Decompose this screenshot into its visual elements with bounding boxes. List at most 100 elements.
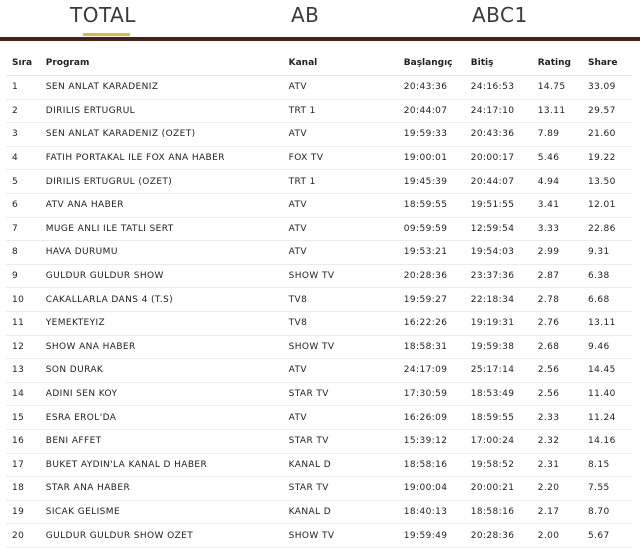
cell-share: 7.55: [587, 476, 632, 501]
cell-share: 14.45: [587, 358, 632, 383]
header-kanal: Kanal: [288, 51, 404, 76]
tab-total[interactable]: TOTAL: [70, 3, 136, 27]
cell-start-time: 15:39:12: [403, 429, 471, 454]
cell-share: 29.57: [587, 99, 632, 124]
table-row: 14 ADINI SEN KOY STAR TV 17:30:59 18:53:49 2.…: [6, 382, 632, 407]
cell-start-time: 19:59:49: [403, 523, 471, 548]
cell-rating: 3.41: [537, 193, 588, 218]
cell-channel: ATV: [288, 240, 404, 265]
active-tab-indicator: [83, 33, 130, 36]
cell-channel: SHOW TV: [288, 523, 404, 548]
table-header-row: Sıra Program Kanal Başlangıç Bitiş Ratin…: [6, 51, 632, 76]
cell-rank: 12: [6, 335, 46, 360]
cell-program: ATV ANA HABER: [45, 193, 289, 218]
table-row: 3 SEN ANLAT KARADENIZ (OZET) ATV 19:59:33 20…: [6, 122, 632, 147]
cell-start-time: 20:44:07: [403, 99, 471, 124]
cell-channel: ATV: [288, 217, 404, 242]
cell-share: 13.11: [587, 311, 632, 336]
cell-program: SON DURAK: [45, 358, 289, 383]
cell-start-time: 19:45:39: [403, 169, 471, 194]
cell-rating: 2.56: [537, 382, 588, 407]
cell-start-time: 18:40:13: [403, 500, 471, 525]
cell-start-time: 16:22:26: [403, 311, 471, 336]
table-row: 8 HAVA DURUMU ATV 19:53:21 19:54:03 2.99 9.31: [6, 240, 632, 265]
table-row: 19 SICAK GELISME KANAL D 18:40:13 18:58:16 2.…: [6, 500, 632, 525]
cell-channel: STAR TV: [288, 476, 404, 501]
cell-program: GULDUR GULDUR SHOW OZET: [45, 523, 289, 548]
table-row: 13 SON DURAK ATV 24:17:09 25:17:14 2.56 14.45: [6, 358, 632, 383]
cell-channel: ATV: [288, 358, 404, 383]
cell-rating: 14.75: [537, 75, 588, 100]
cell-share: 14.16: [587, 429, 632, 454]
header-rating: Rating: [537, 51, 588, 76]
table-row: 12 SHOW ANA HABER SHOW TV 18:58:31 19:59:38 2…: [6, 335, 632, 360]
table-row: 20 GULDUR GULDUR SHOW OZET SHOW TV 19:59:49…: [6, 523, 632, 548]
cell-rating: 2.31: [537, 453, 588, 478]
table-row: 11 YEMEKTEYIZ TV8 16:22:26 19:19:31 2.76 13.11: [6, 311, 632, 336]
cell-rating: 3.33: [537, 217, 588, 242]
cell-share: 21.60: [587, 122, 632, 147]
cell-start-time: 24:17:09: [403, 358, 471, 383]
table-row: 10 CAKALLARLA DANS 4 (T.S) TV8 19:59:27 22:1…: [6, 287, 632, 312]
table-row: 9 GULDUR GULDUR SHOW SHOW TV 20:28:36 23:37:…: [6, 264, 632, 289]
cell-end-time: 23:37:36: [470, 264, 538, 289]
cell-end-time: 18:59:55: [470, 405, 538, 430]
cell-channel: TV8: [288, 311, 404, 336]
cell-share: 5.67: [587, 523, 632, 548]
cell-rank: 20: [6, 523, 46, 548]
cell-channel: TV8: [288, 287, 404, 312]
cell-rank: 18: [6, 476, 46, 501]
cell-share: 6.38: [587, 264, 632, 289]
cell-share: 8.15: [587, 453, 632, 478]
cell-end-time: 20:00:21: [470, 476, 538, 501]
cell-rating: 2.76: [537, 311, 588, 336]
cell-program: HAVA DURUMU: [45, 240, 289, 265]
cell-start-time: 19:59:27: [403, 287, 471, 312]
cell-rating: 2.00: [537, 523, 588, 548]
cell-share: 8.70: [587, 500, 632, 525]
cell-rating: 2.32: [537, 429, 588, 454]
cell-program: SHOW ANA HABER: [45, 335, 289, 360]
header-baslangic: Başlangıç: [403, 51, 471, 76]
cell-program: DIRILIS ERTUGRUL: [45, 99, 289, 124]
cell-share: 22.86: [587, 217, 632, 242]
cell-share: 19.22: [587, 146, 632, 171]
tab-ab[interactable]: AB: [291, 3, 320, 27]
cell-channel: SHOW TV: [288, 264, 404, 289]
cell-end-time: 20:43:36: [470, 122, 538, 147]
table-row: 15 ESRA EROL'DA ATV 16:26:09 18:59:55 2.33 11.…: [6, 405, 632, 430]
cell-share: 13.50: [587, 169, 632, 194]
cell-start-time: 17:30:59: [403, 382, 471, 407]
cell-rank: 10: [6, 287, 46, 312]
tab-abc1[interactable]: ABC1: [472, 3, 528, 27]
cell-channel: TRT 1: [288, 99, 404, 124]
cell-program: SICAK GELISME: [45, 500, 289, 525]
cell-end-time: 17:00:24: [470, 429, 538, 454]
cell-channel: STAR TV: [288, 382, 404, 407]
cell-start-time: 20:28:36: [403, 264, 471, 289]
table-row: 5 DIRILIS ERTUGRUL (OZET) TRT 1 19:45:39 20:…: [6, 169, 632, 194]
cell-program: MUGE ANLI ILE TATLI SERT: [45, 217, 289, 242]
cell-channel: TRT 1: [288, 169, 404, 194]
cell-rating: 7.89: [537, 122, 588, 147]
ratings-table: Sıra Program Kanal Başlangıç Bitiş Ratin…: [6, 51, 632, 548]
cell-end-time: 22:18:34: [470, 287, 538, 312]
cell-end-time: 18:53:49: [470, 382, 538, 407]
cell-share: 9.46: [587, 335, 632, 360]
cell-share: 12.01: [587, 193, 632, 218]
cell-rank: 4: [6, 146, 46, 171]
cell-share: 9.31: [587, 240, 632, 265]
cell-rating: 2.87: [537, 264, 588, 289]
cell-rank: 15: [6, 405, 46, 430]
cell-end-time: 19:59:38: [470, 335, 538, 360]
table-row: 4 FATIH PORTAKAL ILE FOX ANA HABER FOX TV 1…: [6, 146, 632, 171]
cell-end-time: 12:59:54: [470, 217, 538, 242]
tab-divider: [0, 37, 640, 41]
cell-start-time: 20:43:36: [403, 75, 471, 100]
cell-share: 11.24: [587, 405, 632, 430]
cell-channel: ATV: [288, 122, 404, 147]
cell-rank: 1: [6, 75, 46, 100]
cell-end-time: 20:28:36: [470, 523, 538, 548]
cell-channel: SHOW TV: [288, 335, 404, 360]
cell-rating: 2.68: [537, 335, 588, 360]
